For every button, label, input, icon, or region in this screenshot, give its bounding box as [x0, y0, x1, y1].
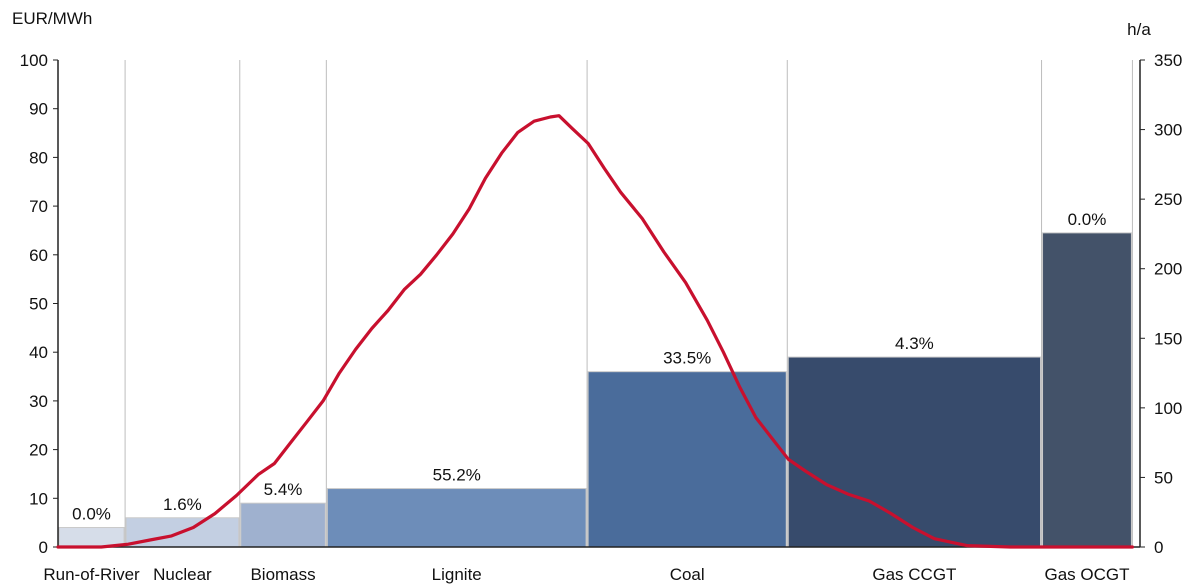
left-tick-label: 50	[29, 295, 48, 314]
category-label: Coal	[670, 565, 705, 584]
share-label: 5.4%	[264, 480, 303, 499]
category-label: Nuclear	[153, 565, 212, 584]
right-tick-label: 100	[1154, 399, 1182, 418]
left-axis-title: EUR/MWh	[12, 9, 92, 28]
share-label: 4.3%	[895, 334, 934, 353]
share-label: 1.6%	[163, 495, 202, 514]
right-tick-label: 150	[1154, 329, 1182, 348]
right-tick-label: 300	[1154, 121, 1182, 140]
left-tick-label: 20	[29, 441, 48, 460]
labels-layer: Run-of-River 0.0% Nuclear 1.6% Biomass 5.4% Li…	[43, 210, 1129, 584]
right-tick-label: 0	[1154, 538, 1163, 557]
right-tick-label: 50	[1154, 468, 1173, 487]
right-tick-label: 350	[1154, 51, 1182, 70]
bar-biomass	[240, 502, 326, 548]
bars-layer	[58, 232, 1132, 548]
share-label: 33.5%	[663, 349, 711, 368]
separators-layer	[124, 60, 1133, 547]
left-tick-label: 90	[29, 100, 48, 119]
share-label: 55.2%	[433, 466, 481, 485]
share-label: 0.0%	[1068, 210, 1107, 229]
category-label: Lignite	[432, 565, 482, 584]
left-tick-label: 30	[29, 392, 48, 411]
category-label: Gas OCGT	[1044, 565, 1129, 584]
right-tick-label: 200	[1154, 260, 1182, 279]
duration-curve	[56, 114, 1134, 549]
left-tick-label: 80	[29, 148, 48, 167]
share-label: 0.0%	[72, 505, 111, 524]
left-tick-label: 100	[20, 51, 48, 70]
left-tick-label: 70	[29, 197, 48, 216]
curve-layer	[56, 114, 1134, 549]
category-label: Run-of-River	[43, 565, 140, 584]
category-label: Biomass	[250, 565, 315, 584]
bar-gas-ocgt	[1042, 232, 1132, 548]
bar-gas-ccgt	[787, 356, 1042, 548]
axes-layer: 0 10 20 30 40 50 60 70 80 90 100 0 50 100 150 200 250 300…	[20, 51, 1183, 557]
right-tick-label: 250	[1154, 190, 1182, 209]
right-axis-title: h/a	[1127, 20, 1151, 39]
left-tick-label: 40	[29, 343, 48, 362]
left-tick-label: 0	[39, 538, 48, 557]
bar-coal	[587, 371, 787, 548]
left-tick-label: 10	[29, 489, 48, 508]
category-label: Gas CCGT	[872, 565, 956, 584]
bar-lignite	[326, 488, 587, 548]
left-tick-label: 60	[29, 246, 48, 265]
